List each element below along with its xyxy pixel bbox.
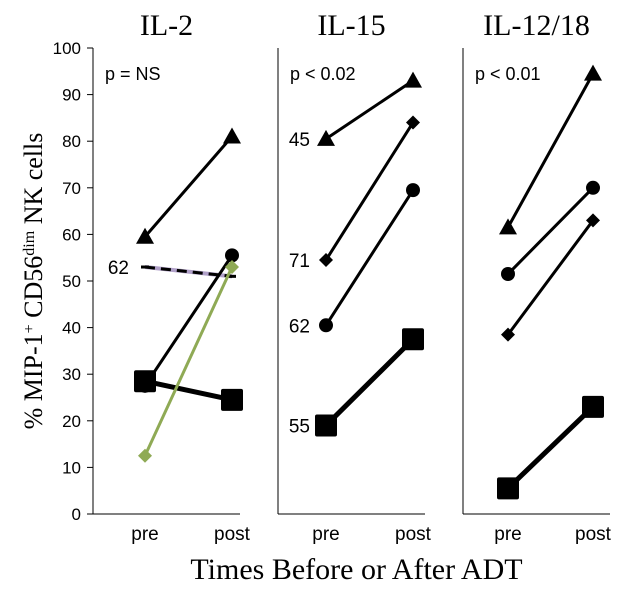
panel-0-series-2-line xyxy=(143,253,234,388)
panel-1-pvalue: p < 0.02 xyxy=(290,64,356,84)
panel-1-title: IL-15 xyxy=(317,9,385,42)
y-tick-label-50: 50 xyxy=(62,272,81,291)
y-tick-label-100: 100 xyxy=(53,39,81,58)
panel-2-series-3-line xyxy=(505,404,596,491)
y-axis-label-superscript: + xyxy=(21,324,38,333)
panel-2-series-2-point-post xyxy=(586,213,600,228)
panel-0-title: IL-2 xyxy=(140,9,193,42)
panel-1-series-2-point-post xyxy=(406,183,420,198)
panel-0-series-0-line xyxy=(143,135,234,239)
panel-1-series-3-line xyxy=(323,336,416,428)
panel-1-series-0-line xyxy=(324,79,415,141)
panel-0-x-tick-pre: pre xyxy=(131,524,158,545)
y-tick-label-20: 20 xyxy=(62,412,81,431)
panel-1-x-tick-pre: pre xyxy=(312,524,339,545)
panel-2-series-2-line xyxy=(506,218,595,337)
panel-0-series-4-point-pre xyxy=(138,448,152,463)
y-tick-label-30: 30 xyxy=(62,365,81,384)
y-tick-label-40: 40 xyxy=(62,319,81,338)
panel-1-series-3-label: 55 xyxy=(289,416,310,437)
y-tick-label-60: 60 xyxy=(62,225,81,244)
panel-1-series-3-point-pre xyxy=(315,414,337,437)
panel-1-series-2-line xyxy=(324,188,415,327)
panel-0-series-1-point-pre xyxy=(141,265,149,269)
panel-2-x-tick-post: post xyxy=(575,524,612,545)
panel-2-series-0-point-post xyxy=(584,64,602,81)
y-axis-label-part: CD56 xyxy=(19,256,48,325)
y-axis-label: % MIP-1+ CD56dim NK cells xyxy=(19,133,48,430)
panel-1-series-2-point-pre xyxy=(319,318,333,333)
panel-0-pvalue: p = NS xyxy=(105,64,161,84)
panel-1-series-2-label: 62 xyxy=(289,316,310,337)
y-axis-label-superscript: dim xyxy=(21,230,38,255)
y-axis-label-part: NK cells xyxy=(19,133,48,231)
y-tick-label-10: 10 xyxy=(62,458,81,477)
panel-1-series-0-point-pre xyxy=(317,129,335,146)
y-tick-label-90: 90 xyxy=(62,86,81,105)
panel-1-series-3-point-post xyxy=(402,328,424,351)
panel-2-series-3-point-post xyxy=(582,395,604,418)
panel-1-series-1-label: 71 xyxy=(289,251,310,272)
panel-2-series-2-point-pre xyxy=(501,327,515,342)
y-axis-label-part: % MIP-1 xyxy=(19,333,48,429)
panel-0-series-2-point-post xyxy=(225,248,239,263)
panel-1-series-0-label: 45 xyxy=(289,130,310,151)
y-tick-label-80: 80 xyxy=(62,132,81,151)
panel-2-series-0-point-pre xyxy=(499,218,517,235)
y-tick-label-70: 70 xyxy=(62,179,81,198)
y-tick-label-0: 0 xyxy=(72,505,81,524)
panel-0-series-3-point-post xyxy=(221,388,243,411)
panel-0-series-0-point-pre xyxy=(136,227,154,244)
panel-1-series-0-point-post xyxy=(404,71,422,88)
panel-2-title: IL-12/18 xyxy=(483,9,590,42)
panel-0-series-4-line xyxy=(143,265,234,458)
panel-2-series-1-point-pre xyxy=(501,267,515,282)
panel-2-series-0-line xyxy=(506,72,595,229)
panel-1-x-tick-post: post xyxy=(395,524,432,545)
panel-0-series-1-point-post xyxy=(228,274,236,278)
panel-2-series-1-line xyxy=(506,186,595,276)
panel-1-series-1-line xyxy=(324,121,415,262)
panel-1-series-1-point-pre xyxy=(319,253,333,268)
panel-1-series-1-point-post xyxy=(406,115,420,130)
panel-0-series-1-label: 62 xyxy=(108,258,129,279)
panel-0-series-3-line xyxy=(142,378,235,403)
panel-0-series-3-point-pre xyxy=(134,370,156,393)
panel-2-pvalue: p < 0.01 xyxy=(475,64,541,84)
panel-0-x-tick-post: post xyxy=(214,524,251,545)
panel-2-series-1-point-post xyxy=(586,180,600,195)
x-axis-label: Times Before or After ADT xyxy=(190,553,522,586)
panel-0-series-4-point-post xyxy=(225,260,239,275)
panel-2-x-tick-pre: pre xyxy=(494,524,521,545)
panel-2-series-3-point-pre xyxy=(497,477,519,500)
panel-0-series-0-point-post xyxy=(223,127,241,144)
